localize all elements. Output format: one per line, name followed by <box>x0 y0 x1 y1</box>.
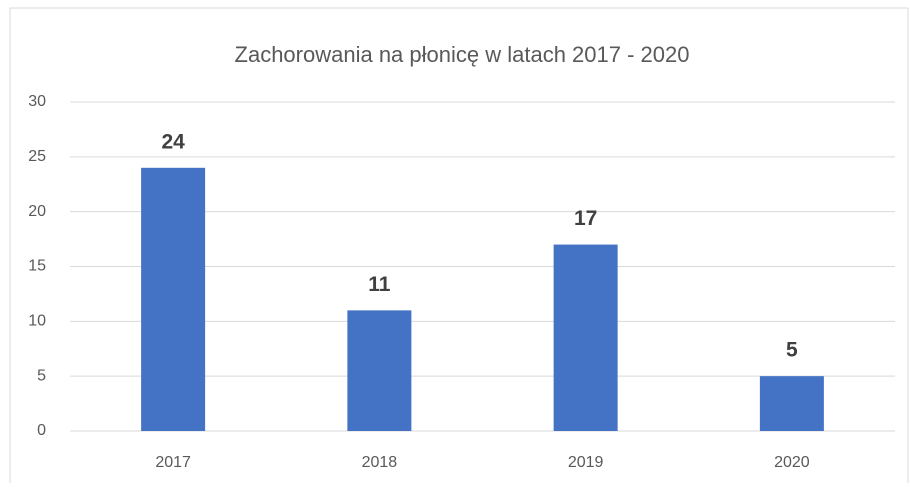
data-label: 11 <box>368 273 391 296</box>
bar <box>759 376 824 431</box>
bar <box>347 310 412 431</box>
y-tick-label: 5 <box>37 367 46 384</box>
y-tick-label: 20 <box>28 203 46 220</box>
y-tick-label: 0 <box>37 422 46 439</box>
y-tick-label: 15 <box>28 258 46 275</box>
data-label: 5 <box>786 339 798 362</box>
x-tick-label: 2020 <box>774 454 810 471</box>
x-tick-label: 2019 <box>568 454 604 471</box>
y-tick-label: 25 <box>28 148 46 165</box>
chart-title: Zachorowania na płonicę w latach 2017 - … <box>235 42 690 67</box>
x-tick-label: 2018 <box>362 454 398 471</box>
bar <box>553 244 618 431</box>
data-label: 17 <box>574 207 597 230</box>
bar <box>141 167 206 432</box>
x-tick-label: 2017 <box>155 454 191 471</box>
y-tick-label: 10 <box>28 313 46 330</box>
data-label: 24 <box>161 130 185 153</box>
y-tick-label: 30 <box>28 93 46 110</box>
